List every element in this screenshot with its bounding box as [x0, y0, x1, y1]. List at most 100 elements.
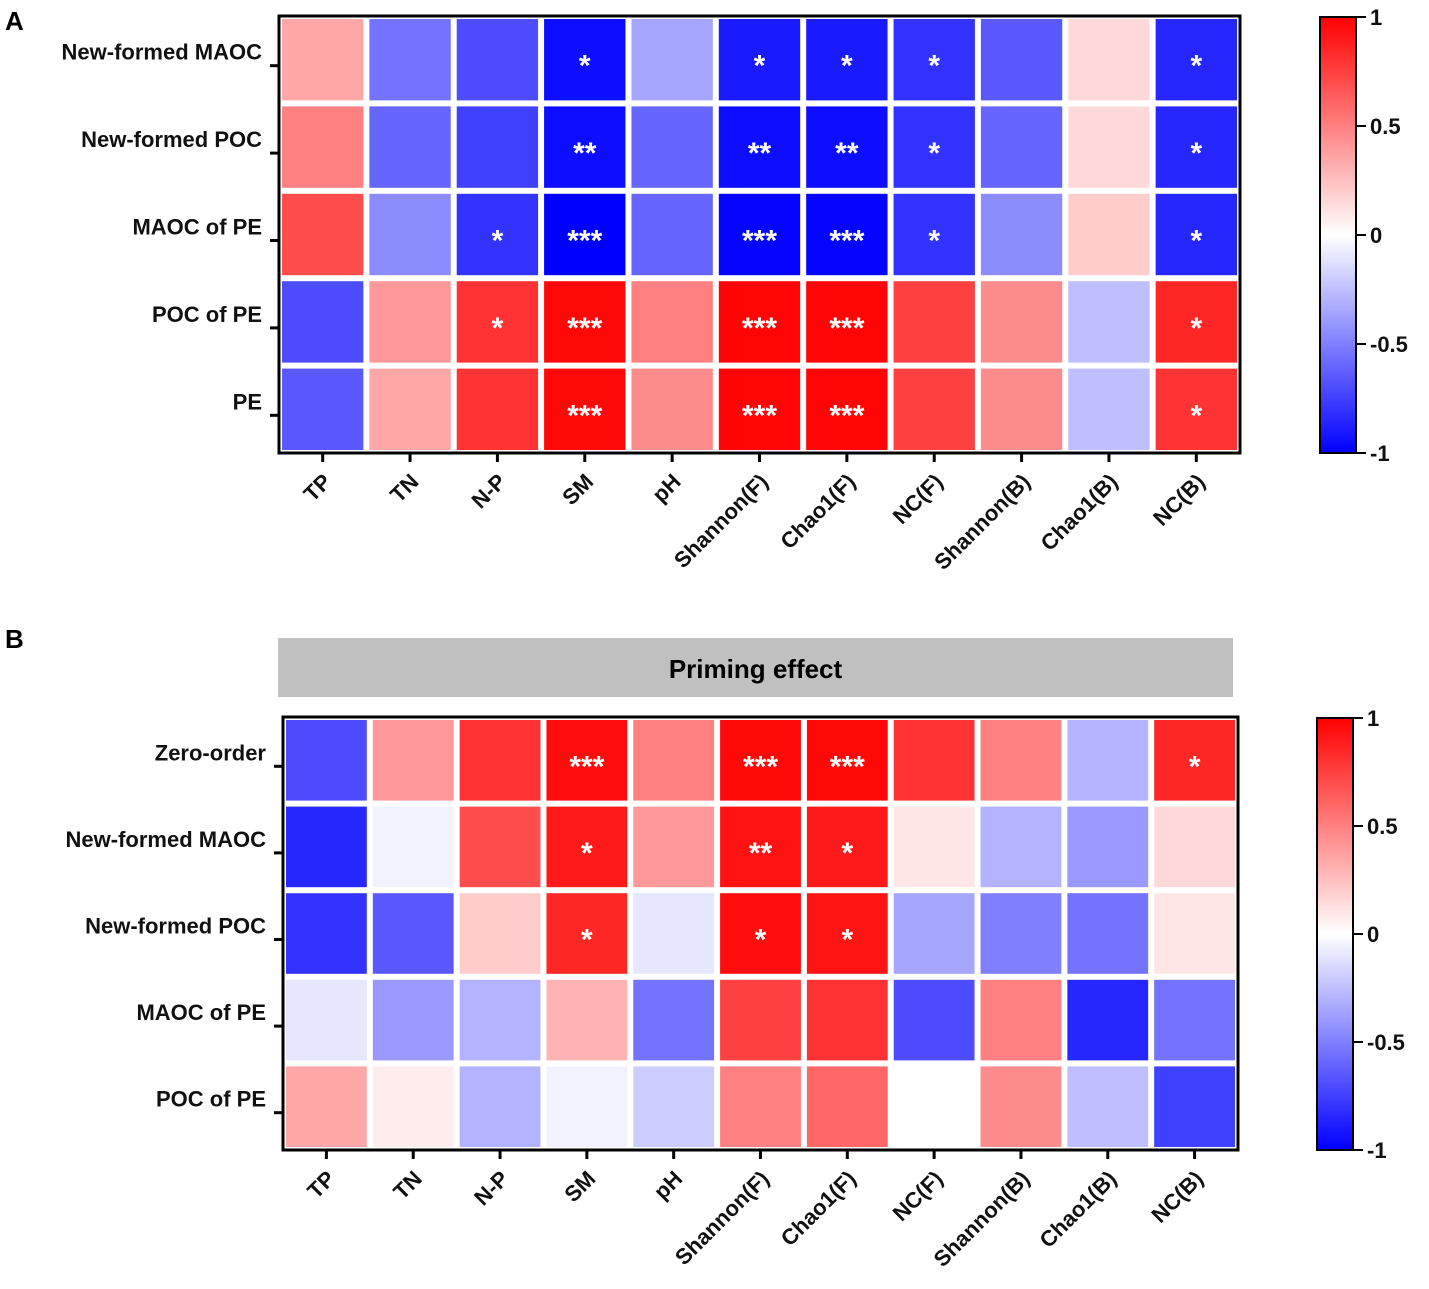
heatmap-cell [1067, 1066, 1149, 1147]
heatmap-cell [980, 19, 1063, 101]
heatmap-cell [720, 1066, 801, 1147]
x-tick-label: N-P [469, 1166, 513, 1210]
x-tick-label: Chao1(F) [775, 469, 860, 554]
x-tick-label: N-P [466, 469, 510, 513]
heatmap-cell [1067, 979, 1149, 1061]
significance-mark: *** [743, 750, 778, 783]
heatmap-cell [282, 281, 364, 363]
y-tick-label: New-formed POC [81, 127, 262, 152]
y-tick-label: New-formed POC [85, 914, 266, 939]
heatmap-cell [1068, 193, 1150, 276]
heatmap-cell [456, 368, 539, 450]
heatmap-cell [369, 281, 451, 363]
significance-mark: ** [835, 137, 859, 170]
heatmap-cell [806, 281, 888, 363]
significance-mark: *** [742, 225, 777, 258]
significance-mark: * [928, 225, 940, 258]
heatmap-cell [1155, 106, 1237, 188]
significance-mark: *** [742, 312, 777, 345]
significance-mark: *** [567, 225, 602, 258]
colorbar [1319, 16, 1357, 454]
heatmap-cell [1067, 893, 1149, 974]
heatmap-cell [633, 720, 715, 801]
heatmap-cell [369, 193, 451, 276]
y-tick-label: MAOC of PE [132, 215, 262, 240]
heatmap-cell [1067, 720, 1149, 801]
heatmap-cell [980, 106, 1063, 188]
heatmap-cell [720, 806, 801, 888]
significance-mark: * [841, 50, 853, 83]
heatmap-cell [1155, 19, 1237, 101]
heatmap-cell [806, 193, 888, 276]
x-tick-label: TP [302, 1166, 340, 1204]
significance-mark: ** [748, 137, 772, 170]
x-tick-label: TN [388, 1166, 426, 1204]
heatmap-cell [369, 368, 451, 450]
heatmap-cell [282, 106, 364, 188]
x-tick-label: pH [649, 1166, 687, 1204]
heatmap-cell [893, 281, 975, 363]
heatmap-cell [633, 806, 715, 888]
heatmap-cell [282, 368, 364, 450]
heatmap-cell [806, 1066, 888, 1147]
significance-mark: * [928, 50, 940, 83]
heatmap-cell [806, 806, 888, 888]
colorbar [1316, 717, 1354, 1151]
heatmap-cell [372, 1066, 454, 1147]
significance-mark: * [1190, 312, 1202, 345]
heatmap-cell [456, 193, 539, 276]
heatmap-cell [546, 979, 628, 1061]
heatmap-cell [720, 720, 801, 801]
colorbar-tick-label: -1 [1367, 1138, 1387, 1163]
significance-mark: ** [573, 137, 597, 170]
heatmap-cell [718, 19, 801, 101]
significance-mark: * [1190, 399, 1202, 432]
x-tick-label: TN [385, 469, 423, 507]
chart-title-banner [278, 638, 1233, 697]
heatmap-cell [1068, 368, 1150, 450]
x-tick-label: SM [557, 469, 598, 510]
heatmap-cell [286, 893, 367, 974]
heatmap-cell [980, 281, 1063, 363]
heatmap-cell [456, 19, 539, 101]
significance-mark: *** [567, 312, 602, 345]
significance-mark: *** [569, 750, 604, 783]
heatmap-cell [459, 806, 541, 888]
x-tick-label: Shannon(F) [670, 1166, 774, 1270]
heatmap-cell [893, 106, 975, 188]
y-tick-label: New-formed MAOC [62, 40, 263, 65]
significance-mark: * [1189, 750, 1201, 783]
heatmap-cell [544, 281, 626, 363]
heatmap-cell [806, 893, 888, 974]
heatmap-cell [893, 368, 975, 450]
significance-mark: * [579, 50, 591, 83]
heatmap-cell [893, 19, 975, 101]
y-tick-label: PE [233, 389, 262, 414]
heatmap-cell [372, 979, 454, 1061]
heatmap-cell [459, 893, 541, 974]
colorbar-tick-label: 1 [1370, 5, 1382, 30]
heatmap-cell [1068, 281, 1150, 363]
heatmap-cell [456, 106, 539, 188]
colorbar-tick-label: 0.5 [1367, 814, 1398, 839]
heatmap-cell [806, 720, 888, 801]
heatmap-cell [286, 979, 367, 1061]
heatmap-cell [631, 19, 713, 101]
heatmap-cell [1154, 979, 1235, 1061]
heatmap-cell [718, 281, 801, 363]
heatmap-cell [980, 893, 1062, 974]
heatmap-cell [893, 1066, 975, 1147]
significance-mark: * [1190, 225, 1202, 258]
significance-mark: *** [829, 225, 864, 258]
heatmap-cell [631, 281, 713, 363]
heatmap-cell [718, 106, 801, 188]
significance-mark: * [755, 924, 767, 957]
x-tick-label: Chao1(B) [1034, 1166, 1121, 1253]
significance-mark: * [1190, 50, 1202, 83]
heatmap-cell [893, 193, 975, 276]
significance-mark: * [492, 312, 504, 345]
heatmap-cell [369, 106, 451, 188]
heatmap-cell [546, 893, 628, 974]
x-tick-label: Chao1(B) [1036, 469, 1123, 556]
